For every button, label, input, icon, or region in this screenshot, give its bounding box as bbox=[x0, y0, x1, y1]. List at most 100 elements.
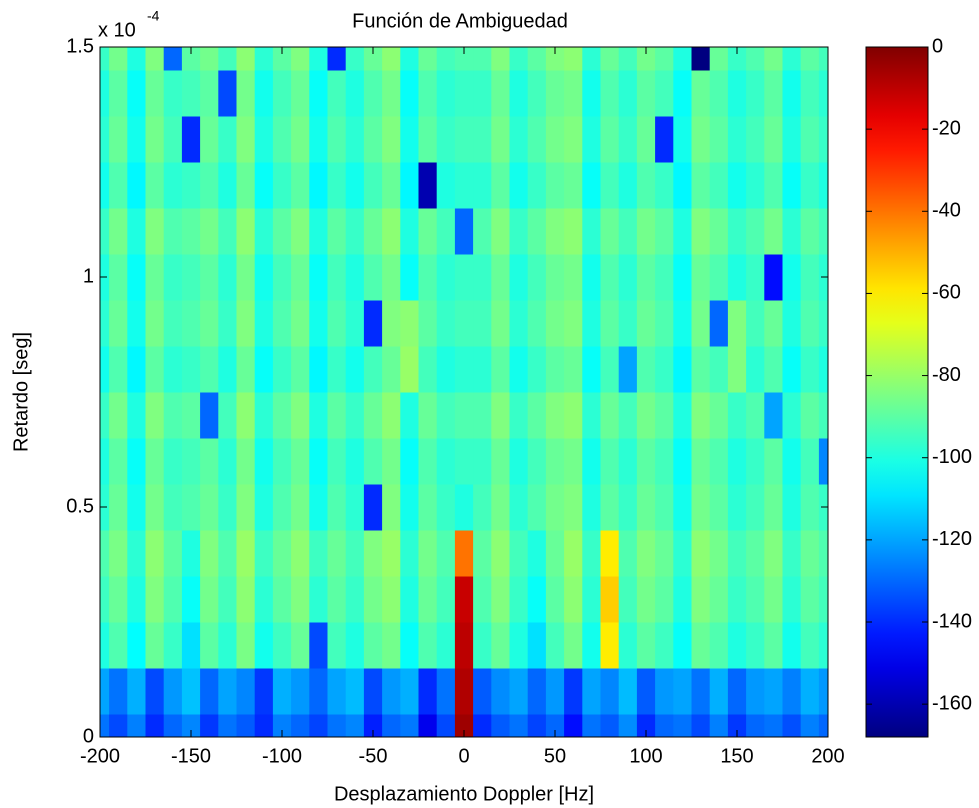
heatmap-cell bbox=[100, 392, 110, 439]
heatmap-cell bbox=[509, 346, 529, 393]
heatmap-cell bbox=[436, 392, 456, 439]
heatmap-cell bbox=[473, 47, 492, 71]
heatmap-cell bbox=[345, 530, 365, 577]
colorbar bbox=[865, 46, 929, 738]
heatmap-cell bbox=[382, 70, 401, 117]
heatmap-cell bbox=[709, 668, 729, 715]
heatmap-cell bbox=[691, 254, 711, 301]
heatmap-cell bbox=[254, 208, 274, 255]
heatmap-cell bbox=[727, 346, 747, 393]
heatmap-cell bbox=[218, 346, 237, 393]
heatmap-cell bbox=[272, 162, 292, 209]
heatmap-cell bbox=[309, 530, 328, 577]
y-tick-label: 0 bbox=[83, 725, 94, 747]
heatmap-cell bbox=[454, 668, 474, 715]
heatmap-cell bbox=[400, 70, 419, 117]
heatmap-cell bbox=[618, 162, 638, 209]
heatmap-cell bbox=[600, 622, 620, 669]
heatmap-cell bbox=[618, 530, 638, 577]
heatmap-cell bbox=[655, 622, 674, 669]
heatmap-cell bbox=[473, 116, 492, 163]
heatmap-cell bbox=[327, 668, 347, 715]
heatmap-cell bbox=[363, 254, 383, 301]
heatmap-cell bbox=[363, 438, 383, 485]
heatmap-cell bbox=[200, 254, 219, 301]
heatmap-cell bbox=[564, 714, 583, 737]
heatmap-cell bbox=[418, 668, 438, 715]
heatmap-cell bbox=[254, 346, 274, 393]
heatmap-cell bbox=[673, 300, 692, 347]
heatmap-cell bbox=[291, 346, 310, 393]
heatmap-cell bbox=[782, 47, 802, 71]
heatmap-cell bbox=[454, 576, 474, 623]
heatmap-cell bbox=[218, 530, 237, 577]
heatmap-cell bbox=[418, 346, 438, 393]
heatmap-cell bbox=[582, 254, 601, 301]
heatmap-cell bbox=[200, 346, 219, 393]
heatmap-cell bbox=[109, 392, 128, 439]
heatmap-cell bbox=[363, 668, 383, 715]
heatmap-cell bbox=[200, 576, 219, 623]
heatmap-cell bbox=[582, 346, 601, 393]
heatmap-cell bbox=[363, 162, 383, 209]
heatmap-cell bbox=[345, 668, 365, 715]
heatmap-cell bbox=[727, 714, 747, 737]
heatmap-cell bbox=[218, 70, 237, 117]
y-tick-label: 0.5 bbox=[66, 495, 94, 517]
heatmap-cell bbox=[691, 300, 711, 347]
heatmap-cell bbox=[181, 714, 201, 737]
heatmap-cell bbox=[100, 576, 110, 623]
heatmap-cell bbox=[564, 392, 583, 439]
heatmap-cell bbox=[291, 714, 310, 737]
heatmap-cell bbox=[709, 300, 729, 347]
heatmap-cell bbox=[618, 668, 638, 715]
heatmap-cell bbox=[400, 668, 419, 715]
heatmap-cell bbox=[727, 116, 747, 163]
heatmap-cell bbox=[727, 576, 747, 623]
heatmap-cell bbox=[564, 254, 583, 301]
heatmap-cell bbox=[127, 300, 146, 347]
heatmap-cell bbox=[709, 70, 729, 117]
heatmap-cell bbox=[454, 622, 474, 669]
heatmap-cell bbox=[636, 300, 656, 347]
heatmap-cell bbox=[163, 668, 183, 715]
heatmap-cell bbox=[509, 438, 529, 485]
heatmap-cell bbox=[600, 346, 620, 393]
heatmap-cell bbox=[345, 162, 365, 209]
heatmap-cell bbox=[418, 47, 438, 71]
heatmap-cell bbox=[345, 208, 365, 255]
heatmap-cell bbox=[436, 70, 456, 117]
heatmap-cell bbox=[636, 530, 656, 577]
heatmap-cell bbox=[163, 208, 183, 255]
heatmap-cell bbox=[636, 116, 656, 163]
heatmap-cell bbox=[100, 208, 110, 255]
heatmap-cell bbox=[272, 530, 292, 577]
heatmap-cell bbox=[818, 576, 828, 623]
heatmap-cell bbox=[655, 714, 674, 737]
heatmap-cell bbox=[272, 254, 292, 301]
heatmap-cell bbox=[100, 47, 110, 71]
heatmap-cell bbox=[691, 47, 711, 71]
heatmap-cell bbox=[181, 346, 201, 393]
heatmap-cell bbox=[127, 438, 146, 485]
heatmap-cell bbox=[709, 162, 729, 209]
heatmap-cell bbox=[163, 162, 183, 209]
heatmap-cell bbox=[309, 622, 328, 669]
heatmap-cell bbox=[582, 392, 601, 439]
heatmap-cell bbox=[254, 70, 274, 117]
heatmap-cell bbox=[254, 484, 274, 531]
heatmap-cell bbox=[527, 576, 547, 623]
heatmap-cell bbox=[100, 714, 110, 737]
heatmap-cell bbox=[109, 714, 128, 737]
heatmap-cell bbox=[527, 300, 547, 347]
heatmap-cell bbox=[582, 714, 601, 737]
heatmap-cell bbox=[218, 668, 237, 715]
heatmap-cell bbox=[655, 392, 674, 439]
heatmap-cell bbox=[782, 208, 802, 255]
heatmap-cell bbox=[418, 162, 438, 209]
heatmap-cell bbox=[800, 47, 820, 71]
heatmap-cell bbox=[818, 714, 828, 737]
heatmap-cell bbox=[655, 162, 674, 209]
heatmap-cell bbox=[818, 162, 828, 209]
heatmap-cell bbox=[618, 70, 638, 117]
